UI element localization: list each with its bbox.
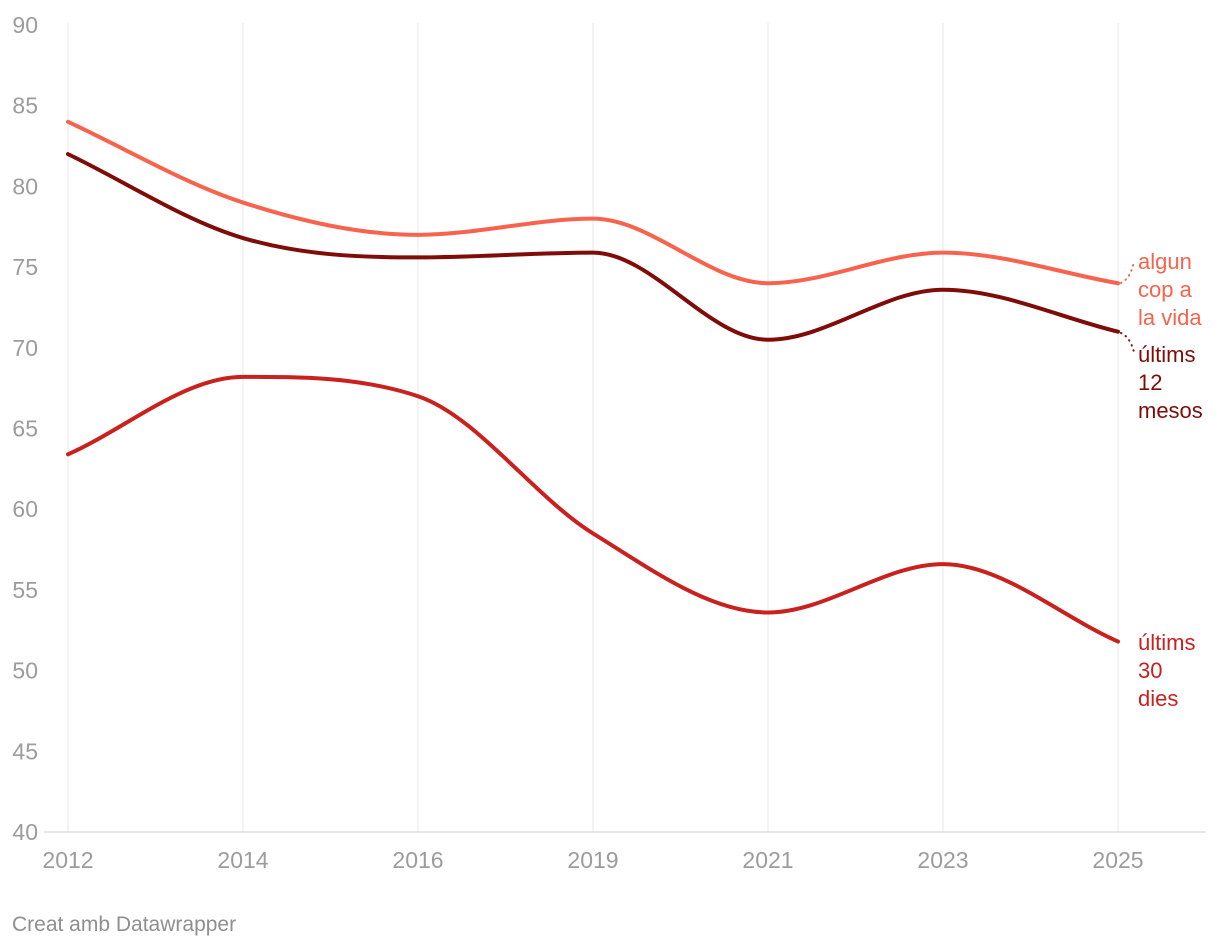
x-tick-label-2021: 2021 [742, 847, 793, 873]
x-tick-label-2023: 2023 [917, 847, 968, 873]
series-line-últims-12-mesos [66, 152, 1120, 342]
y-tick-label-80: 80 [12, 173, 38, 199]
y-tick-label-50: 50 [12, 658, 38, 684]
y-tick-label-45: 45 [12, 738, 38, 764]
label-leader-line [1120, 332, 1135, 353]
y-tick-label-70: 70 [12, 335, 38, 361]
y-tick-label-55: 55 [12, 577, 38, 603]
series-line-algun-cop-a-la-vida [66, 119, 1120, 286]
x-tick-label-2012: 2012 [42, 847, 93, 873]
datawrapper-credit: Creat amb Datawrapper [12, 913, 237, 936]
y-tick-label-90: 90 [12, 12, 38, 38]
y-tick-label-60: 60 [12, 496, 38, 522]
label-leader-line [1120, 260, 1135, 284]
x-tick-label-2025: 2025 [1092, 847, 1143, 873]
x-tick-label-2019: 2019 [567, 847, 618, 873]
x-tick-label-2014: 2014 [217, 847, 268, 873]
x-tick-label-2016: 2016 [392, 847, 443, 873]
y-tick-label-75: 75 [12, 254, 38, 280]
y-tick-label-65: 65 [12, 416, 38, 442]
series-line-últims-30-dies [66, 374, 1120, 644]
y-tick-label-85: 85 [12, 93, 38, 119]
y-tick-label-40: 40 [12, 819, 38, 845]
